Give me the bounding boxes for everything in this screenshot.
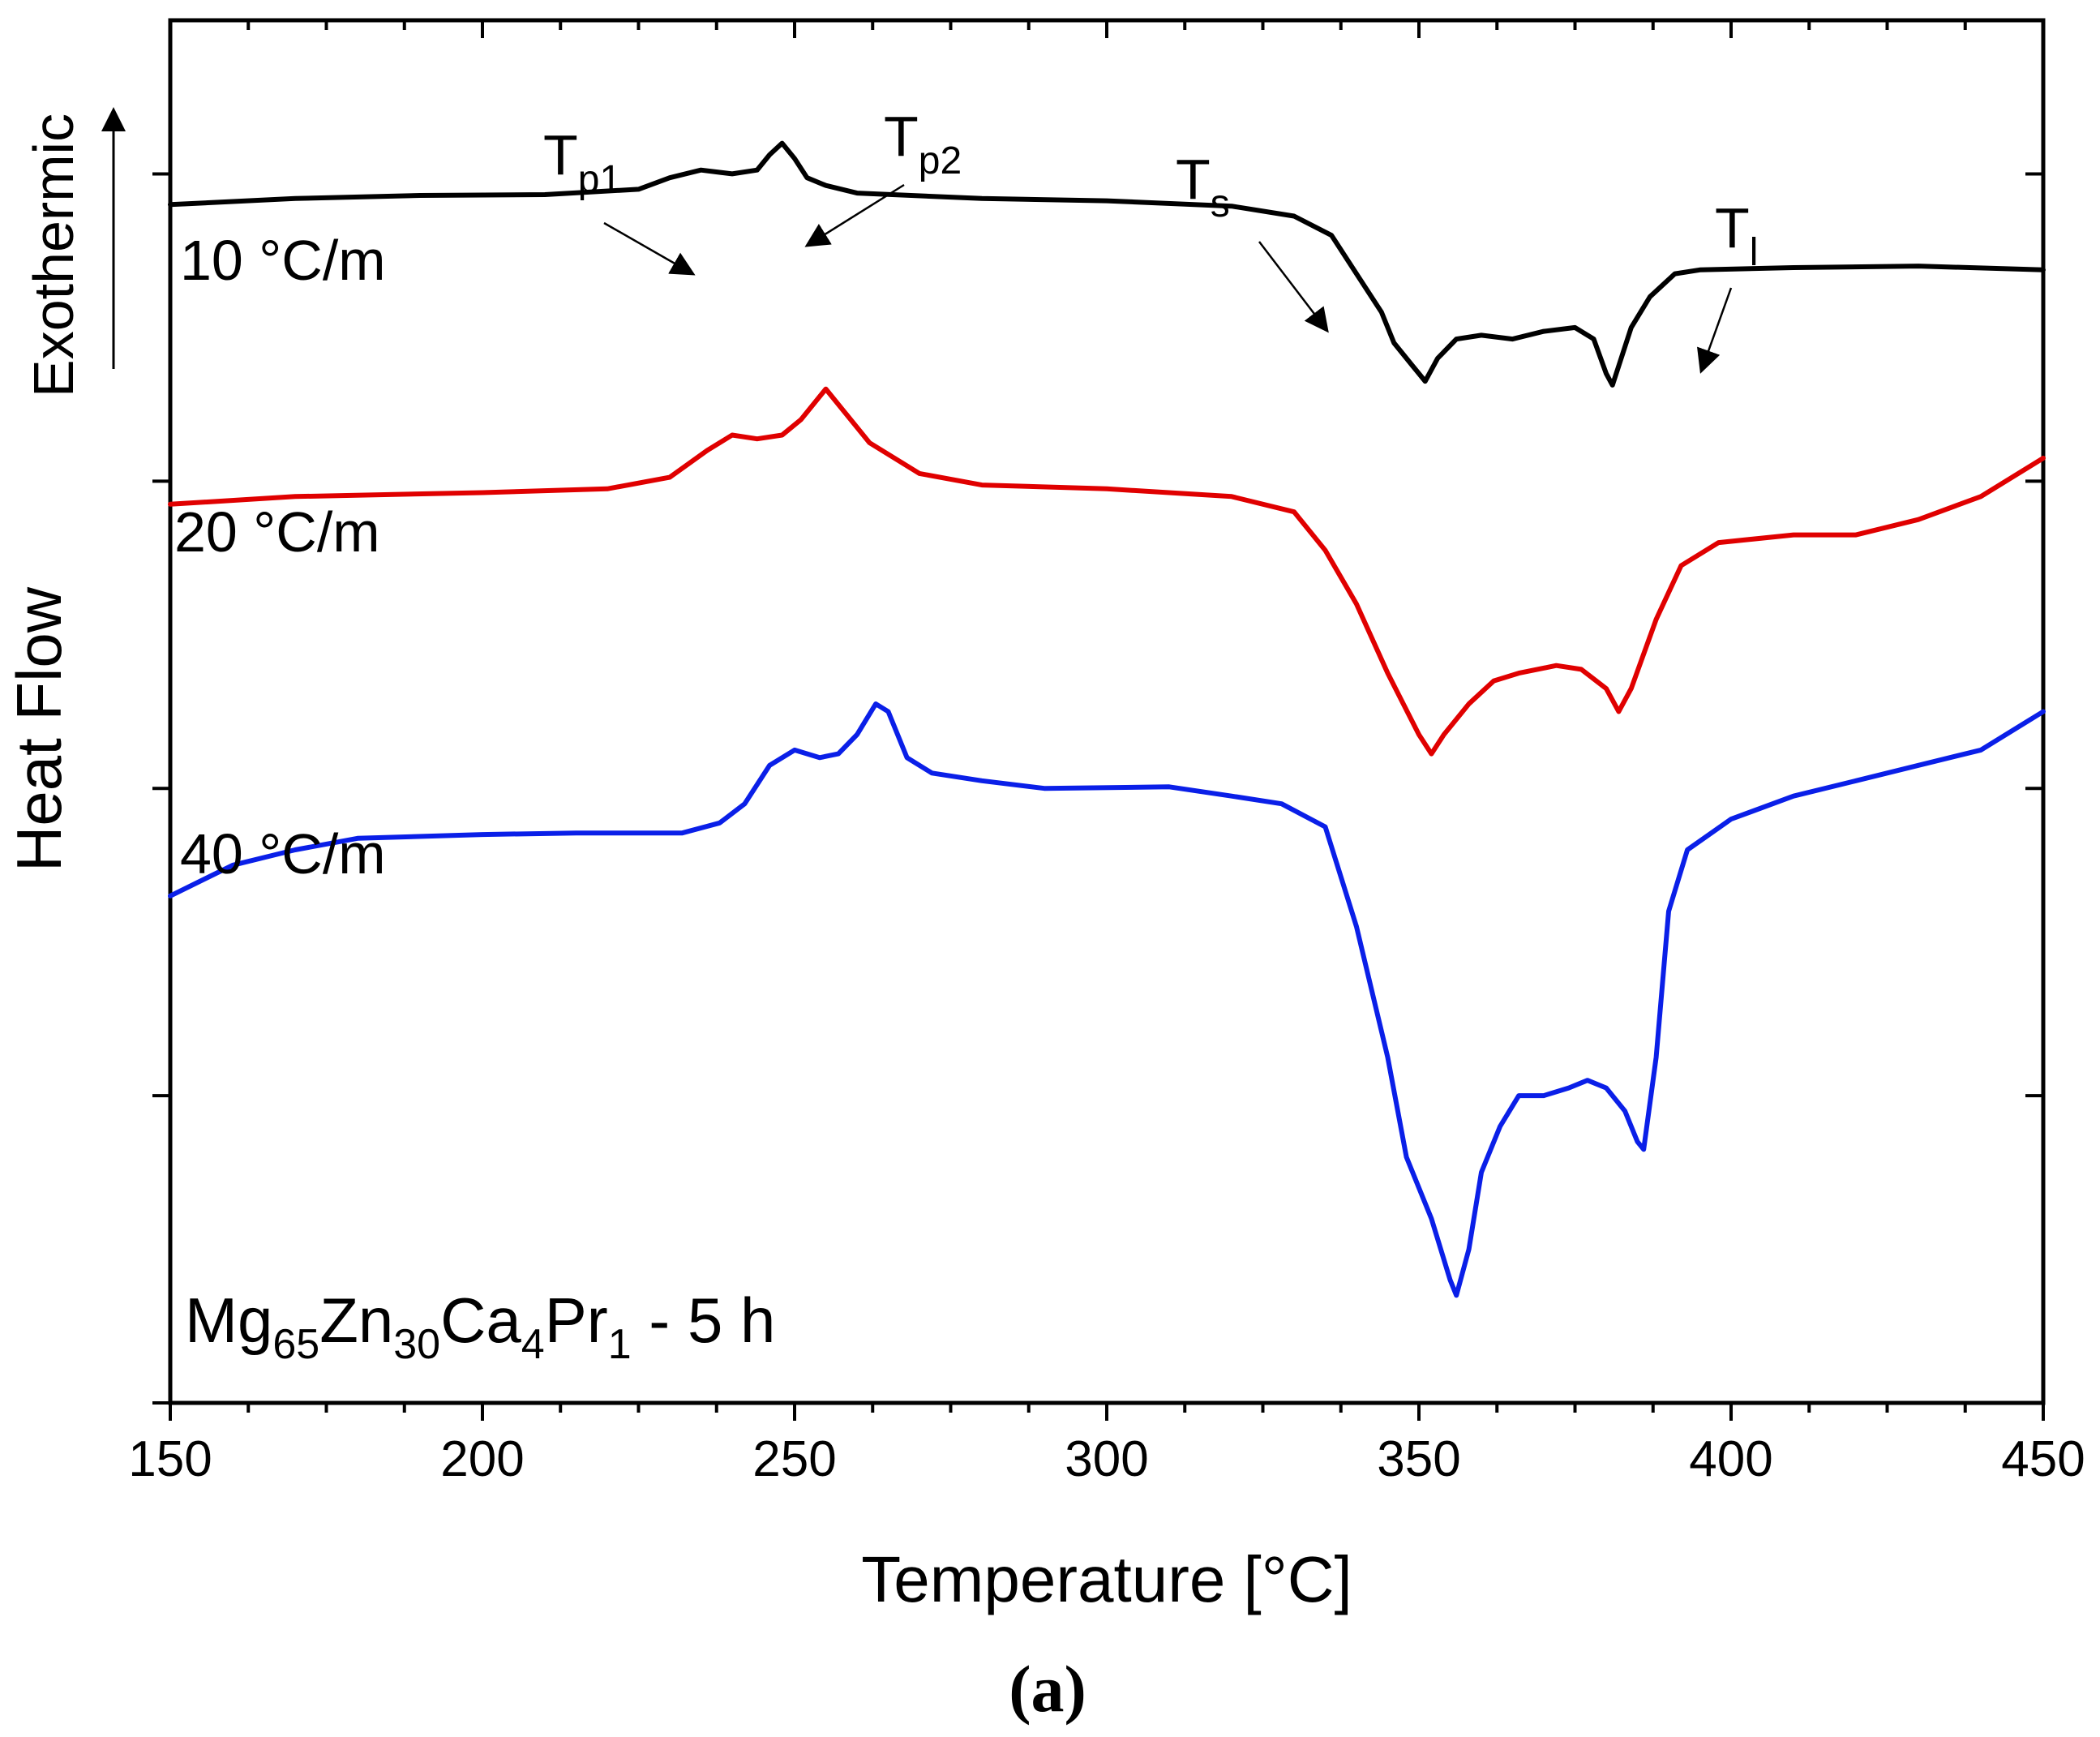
x-tick-label: 150 (128, 1431, 212, 1487)
series-line-1 (168, 140, 2046, 388)
series-line-2 (168, 386, 2046, 757)
x-tick-label: 200 (440, 1431, 524, 1487)
series-label-10: 10 °C/m (180, 229, 386, 292)
x-tick-label: 300 (1065, 1431, 1148, 1487)
arrow-tp1 (603, 221, 696, 276)
x-tick-label: 350 (1377, 1431, 1460, 1487)
arrow-tl (1697, 287, 1733, 374)
y-axis-title: Heat Flow (3, 586, 75, 872)
arrow-ts (1258, 241, 1329, 333)
x-tick-label: 400 (1689, 1431, 1772, 1487)
exothermic-label: Exothermic (22, 114, 85, 397)
x-tick-label: 250 (752, 1431, 836, 1487)
series-group (168, 140, 2046, 1298)
y-axis-ticks (152, 172, 2043, 1405)
series-label-20: 20 °C/m (174, 500, 380, 564)
annotation-tp2: Tp2 (884, 105, 962, 182)
series-line-3 (168, 701, 2046, 1298)
arrow-tp2 (804, 183, 905, 247)
annotation-ts: Ts (1176, 148, 1230, 225)
x-axis-tick-labels: 150 200 250 300 350 400 450 (128, 1431, 2085, 1487)
plot-frame (168, 18, 2046, 1405)
figure-caption: (a) (1009, 1652, 1086, 1726)
series-label-40: 40 °C/m (180, 822, 386, 886)
x-tick-label: 450 (2001, 1431, 2085, 1487)
x-axis-title: Temperature [°C] (861, 1543, 1352, 1615)
alloy-label: Mg65Zn30Ca4Pr1 - 5 h (185, 1285, 775, 1368)
x-axis-ticks (169, 20, 2045, 1421)
annotation-tl: Tl (1715, 196, 1758, 274)
annotation-tp1: Tp1 (543, 123, 621, 201)
